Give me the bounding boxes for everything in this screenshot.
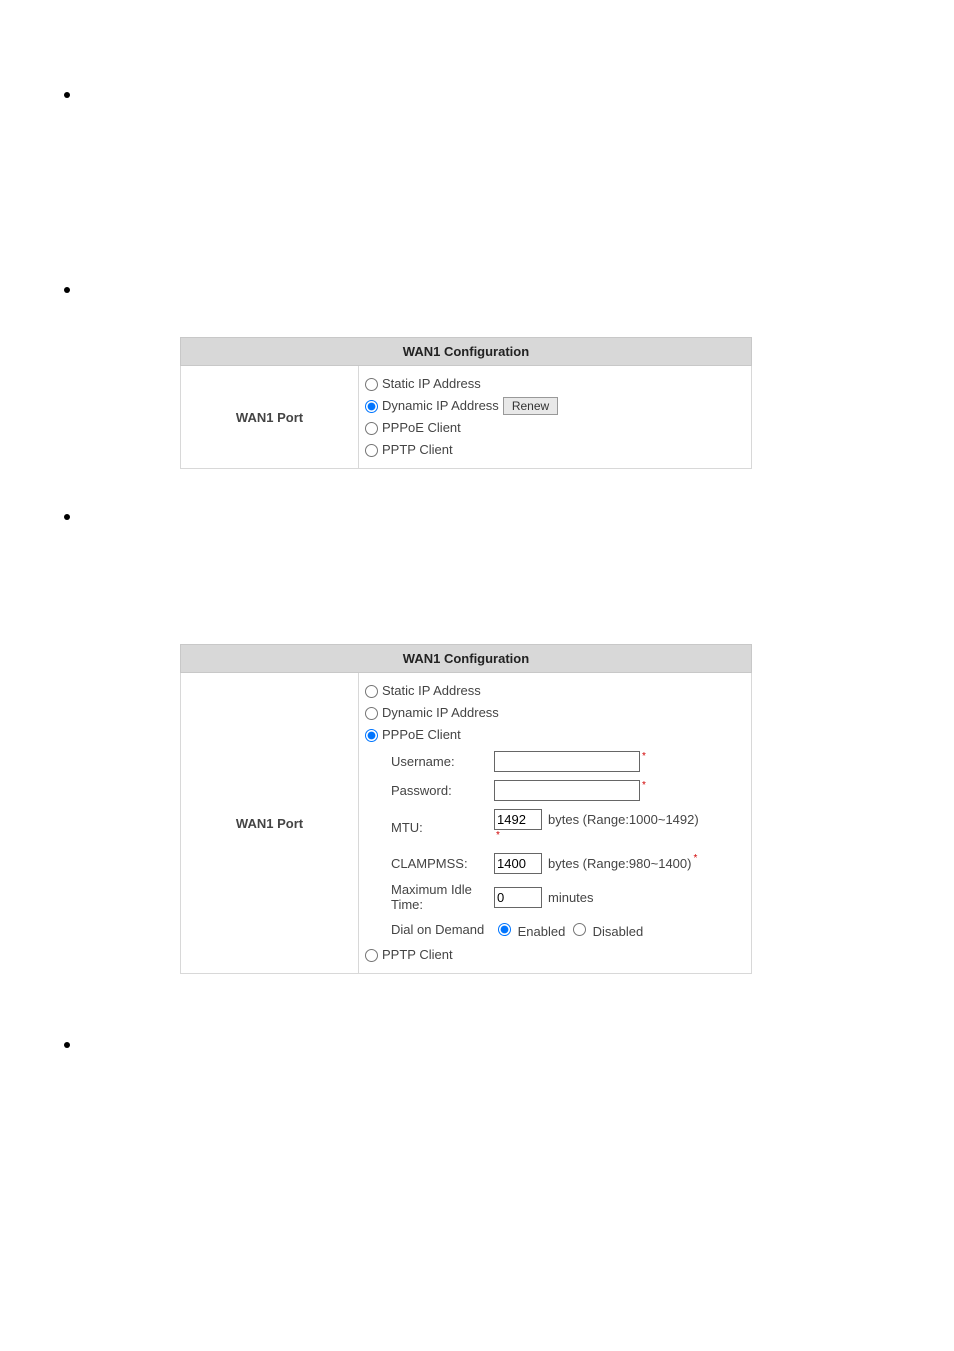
idle-label: Maximum Idle Time:: [387, 878, 490, 916]
label-dynamic-ip: Dynamic IP Address: [382, 396, 499, 416]
radio-dial-enabled[interactable]: [498, 923, 511, 936]
mtu-input[interactable]: [494, 809, 542, 830]
radio-dynamic-ip[interactable]: [365, 400, 378, 413]
username-required-icon: *: [642, 751, 646, 762]
bullet-2: [64, 287, 70, 293]
label-pppoe: PPPoE Client: [382, 418, 461, 438]
table2-port-label: WAN1 Port: [181, 673, 359, 974]
radio2-static-ip[interactable]: [365, 685, 378, 698]
bullet-4: [64, 1042, 70, 1048]
password-label: Password:: [387, 776, 490, 805]
radio-static-ip[interactable]: [365, 378, 378, 391]
label-static-ip: Static IP Address: [382, 374, 481, 394]
mtu-label: MTU:: [387, 805, 490, 849]
label2-pppoe: PPPoE Client: [382, 725, 461, 745]
radio2-pptp[interactable]: [365, 949, 378, 962]
table2-options-cell: Static IP Address Dynamic IP Address PPP…: [359, 673, 752, 974]
idle-suffix: minutes: [548, 890, 594, 905]
label-dial-disabled: Disabled: [593, 924, 644, 939]
clampmss-label: CLAMPMSS:: [387, 849, 490, 878]
renew-button[interactable]: Renew: [503, 397, 558, 415]
label2-pptp: PPTP Client: [382, 945, 453, 965]
label-dial-enabled: Enabled: [518, 924, 566, 939]
radio-pptp[interactable]: [365, 444, 378, 457]
password-required-icon: *: [642, 780, 646, 791]
username-label: Username:: [387, 747, 490, 776]
table1-header: WAN1 Configuration: [181, 338, 752, 366]
wan1-config-table-pppoe: WAN1 Configuration WAN1 Port Static IP A…: [180, 644, 752, 974]
radio2-pppoe[interactable]: [365, 729, 378, 742]
table2-header: WAN1 Configuration: [181, 645, 752, 673]
idle-input[interactable]: [494, 887, 542, 908]
clampmss-suffix: bytes (Range:980~1400): [548, 856, 691, 871]
label2-dynamic-ip: Dynamic IP Address: [382, 703, 499, 723]
label2-static-ip: Static IP Address: [382, 681, 481, 701]
label-pptp: PPTP Client: [382, 440, 453, 460]
username-input[interactable]: [494, 751, 640, 772]
password-input[interactable]: [494, 780, 640, 801]
wan1-config-table-dynamic: WAN1 Configuration WAN1 Port Static IP A…: [180, 337, 752, 469]
radio2-dynamic-ip[interactable]: [365, 707, 378, 720]
clampmss-input[interactable]: [494, 853, 542, 874]
radio-pppoe[interactable]: [365, 422, 378, 435]
bullet-3: [64, 514, 70, 520]
table1-options-cell: Static IP Address Dynamic IP Address Ren…: [359, 366, 752, 469]
pppoe-fields-table: Username: * Password: * MTU: bytes (Rang…: [387, 747, 703, 943]
mtu-suffix: bytes (Range:1000~1492): [548, 812, 699, 827]
table1-port-label: WAN1 Port: [181, 366, 359, 469]
mtu-required-icon: *: [496, 830, 500, 841]
radio-dial-disabled[interactable]: [573, 923, 586, 936]
clampmss-required-icon: *: [693, 853, 697, 864]
dial-label: Dial on Demand: [387, 916, 490, 943]
bullet-1: [64, 92, 70, 98]
